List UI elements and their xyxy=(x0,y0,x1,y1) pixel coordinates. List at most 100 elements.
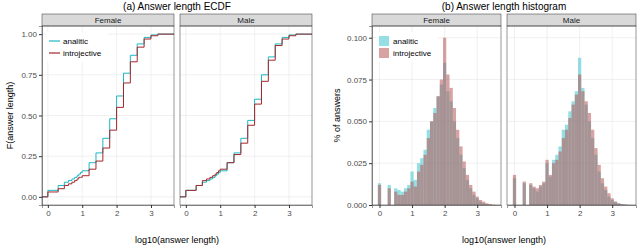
histogram-bar xyxy=(601,178,604,205)
histogram-bar xyxy=(485,203,488,205)
histogram-bar xyxy=(437,96,440,205)
x-axis: 0123 xyxy=(43,205,175,218)
panel-border xyxy=(180,26,312,205)
tick-label: 1 xyxy=(80,209,85,218)
panel-border xyxy=(372,26,501,205)
tick: 0 xyxy=(513,205,518,218)
histogram-bar xyxy=(585,101,588,205)
histogram-bar xyxy=(614,202,617,205)
legend-box xyxy=(46,32,108,62)
x-axis-title: log10(answer length) xyxy=(135,235,219,245)
histogram-bar xyxy=(568,111,571,205)
histogram-bar xyxy=(407,185,410,205)
facet-label: Female xyxy=(423,16,450,25)
tick-label: 0.50 xyxy=(21,112,37,121)
histogram-bar xyxy=(552,160,555,205)
histogram-bar xyxy=(539,185,542,205)
histogram-bar xyxy=(420,158,423,205)
grid-line xyxy=(477,26,478,205)
grid xyxy=(180,26,312,205)
histogram-bar xyxy=(578,75,581,205)
facet: Female01230.000.250.500.751.00analiticin… xyxy=(21,14,174,218)
tick-mark xyxy=(369,38,372,39)
tick-label: 3 xyxy=(475,209,480,218)
tick-mark xyxy=(48,205,49,208)
histogram-bar xyxy=(404,188,407,205)
panel-border xyxy=(507,26,636,205)
histogram-bar xyxy=(407,188,410,205)
tick-mark xyxy=(547,205,548,208)
tick-label: 0.75 xyxy=(21,71,37,80)
tick-mark xyxy=(82,205,83,208)
histogram-bar xyxy=(420,165,423,205)
tick: 3 xyxy=(287,205,292,218)
chart: (a) Answer length ECDFF(answer length)lo… xyxy=(5,1,312,245)
histogram-bar xyxy=(401,192,404,205)
histogram-bar xyxy=(617,203,620,205)
tick-mark xyxy=(117,205,118,208)
histogram-bar xyxy=(430,121,433,205)
histogram-bar xyxy=(565,125,568,205)
legend-label: analitic xyxy=(393,37,418,46)
histogram-bar xyxy=(423,150,426,205)
tick-mark xyxy=(39,197,42,198)
legend-key xyxy=(379,48,389,58)
histogram-bar xyxy=(459,146,462,205)
axis-line xyxy=(43,206,175,209)
legend-label: analitic xyxy=(63,37,88,46)
histogram-bar xyxy=(394,192,397,205)
x-axis-title: log10(answer length) xyxy=(462,235,546,245)
histogram-bar xyxy=(437,96,440,205)
tick-mark xyxy=(477,205,478,208)
histogram-bar xyxy=(545,160,548,205)
panel-background xyxy=(372,26,501,205)
chart-title: (b) Answer length histogram xyxy=(442,1,567,12)
tick: 1 xyxy=(218,205,223,218)
tick-mark xyxy=(151,205,152,208)
grid-line xyxy=(42,196,174,197)
tick-label: 0.025 xyxy=(347,159,368,168)
plot-data xyxy=(180,34,312,197)
panel-background xyxy=(507,26,636,205)
tick-mark xyxy=(369,121,372,122)
facet-label: Male xyxy=(563,16,581,25)
tick: 2 xyxy=(115,205,120,218)
grid-line xyxy=(180,115,312,116)
histogram-bar xyxy=(427,130,430,205)
facet: Female01230.0000.0250.0500.0750.100anali… xyxy=(347,14,502,218)
histogram-bar xyxy=(588,113,591,205)
histogram-bar xyxy=(430,121,433,205)
histogram-bar xyxy=(552,163,555,205)
tick-mark xyxy=(255,205,256,208)
tick-mark xyxy=(379,205,380,208)
legend-key xyxy=(379,36,389,46)
legend: analiticintrojective xyxy=(46,32,108,62)
histogram-bar xyxy=(417,163,420,205)
ecdf-line xyxy=(180,34,312,197)
legend-box xyxy=(376,32,438,62)
histogram-bar xyxy=(575,91,578,205)
tick-label: 2 xyxy=(253,209,258,218)
tick-label: 1 xyxy=(218,209,223,218)
tick-label: 0.25 xyxy=(21,152,37,161)
y-axis-title: % of answers xyxy=(332,88,342,143)
panel-border xyxy=(42,26,174,205)
tick-label: 1 xyxy=(410,209,415,218)
grid-line xyxy=(42,74,174,75)
facet: Male0123 xyxy=(507,14,637,218)
histogram-bar xyxy=(463,162,466,205)
tick-label: 0 xyxy=(378,209,383,218)
tick-label: 2 xyxy=(443,209,448,218)
grid xyxy=(42,26,174,205)
facet: Male0123 xyxy=(180,14,313,218)
grid-line xyxy=(180,74,312,75)
histogram-bar xyxy=(581,91,584,205)
x-axis: 0 1 2 3 xyxy=(373,205,502,218)
histogram-bar xyxy=(565,130,568,205)
histogram-bar xyxy=(414,187,417,205)
histogram-bar xyxy=(617,203,620,205)
tick-mark xyxy=(39,156,42,157)
tick: 2 xyxy=(578,205,583,218)
histogram-bar xyxy=(401,195,404,205)
tick-label: 3 xyxy=(149,209,154,218)
